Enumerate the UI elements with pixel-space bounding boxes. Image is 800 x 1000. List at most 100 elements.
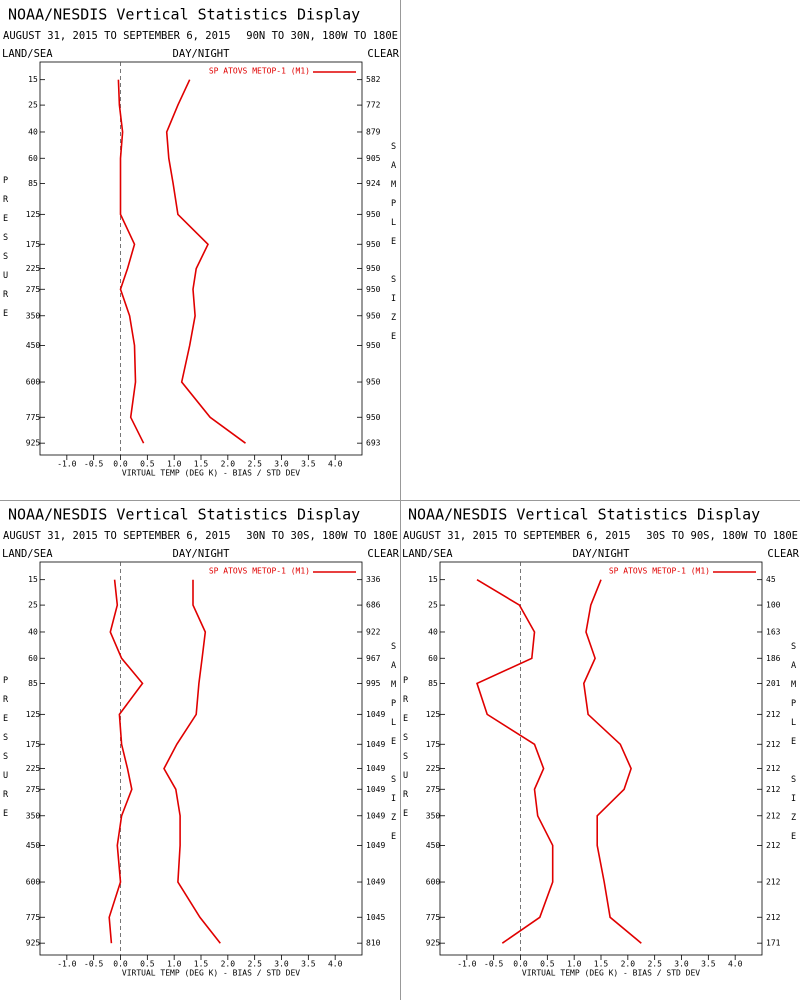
y-tick-label: 15	[428, 575, 438, 584]
legend-label: SP ATOVS METOP-1 (M1)	[609, 567, 710, 576]
y-tick-label: 60	[28, 654, 38, 663]
x-tick-label: 0.0	[513, 960, 528, 969]
x-tick-label: 2.0	[221, 460, 236, 469]
land-sea-label: LAND/SEA	[402, 548, 453, 560]
y-tick-label: 85	[428, 679, 438, 688]
sample-size-label: 212	[766, 811, 781, 820]
y-axis-label: PRESSURE	[401, 676, 411, 828]
x-tick-label: -0.5	[84, 960, 103, 969]
y-tick-label: 350	[26, 811, 41, 820]
sample-size-label: 950	[366, 285, 381, 294]
x-tick-label: 2.5	[247, 460, 262, 469]
y-tick-label: 775	[26, 413, 41, 422]
x-tick-label: 2.0	[221, 960, 236, 969]
y-tick-label: 85	[28, 679, 38, 688]
legend-label: SP ATOVS METOP-1 (M1)	[209, 567, 310, 576]
y-tick-label: 225	[426, 764, 441, 773]
y-tick-label: 40	[28, 127, 38, 136]
x-tick-label: 1.5	[194, 960, 209, 969]
panel: NOAA/NESDIS Vertical Statistics Display A…	[1, 6, 400, 478]
x-tick-label: 0.5	[140, 960, 155, 969]
sample-size-label: 950	[366, 311, 381, 320]
sample-size-label: 212	[766, 878, 781, 887]
y-tick-label: 125	[26, 210, 41, 219]
x-tick-label: 1.0	[567, 960, 582, 969]
legend-label: SP ATOVS METOP-1 (M1)	[209, 67, 310, 76]
x-tick-label: 3.5	[301, 460, 316, 469]
sample-size-label: 212	[766, 710, 781, 719]
y-tick-label: 775	[26, 913, 41, 922]
x-tick-label: 2.0	[621, 960, 636, 969]
y-tick-label: 925	[426, 939, 441, 948]
sample-size-label: 950	[366, 341, 381, 350]
y-tick-label: 450	[26, 841, 41, 850]
sample-size-label: 171	[766, 939, 781, 948]
y-tick-label: 125	[426, 710, 441, 719]
sample-size-label: 772	[366, 101, 381, 110]
sample-size-label: 686	[366, 601, 381, 610]
x-tick-label: 3.0	[274, 460, 289, 469]
land-sea-label: LAND/SEA	[2, 548, 53, 560]
chart-title: NOAA/NESDIS Vertical Statistics Display	[8, 506, 360, 524]
y-tick-label: 450	[26, 341, 41, 350]
y-tick-label: 600	[426, 878, 441, 887]
sample-size-label: 336	[366, 575, 381, 584]
y-axis-label: PRESSURE	[1, 676, 11, 828]
sample-size-label: 950	[366, 264, 381, 273]
sample-size-label: 1049	[366, 811, 385, 820]
sample-size-label: 810	[366, 939, 381, 948]
sample-size-label: 1049	[366, 841, 385, 850]
sample-size-label: 924	[366, 179, 381, 188]
x-tick-label: 4.0	[328, 460, 343, 469]
x-tick-label: 1.0	[167, 960, 182, 969]
y-tick-label: 175	[26, 740, 41, 749]
x-tick-label: -0.5	[484, 960, 503, 969]
y-tick-label: 15	[28, 575, 38, 584]
y-tick-label: 450	[426, 841, 441, 850]
sample-size-label: 212	[766, 841, 781, 850]
sample-size-label: 950	[366, 240, 381, 249]
date-range: AUGUST 31, 2015 TO SEPTEMBER 6, 2015	[403, 530, 631, 542]
bias-line	[108, 579, 144, 944]
land-sea-label: LAND/SEA	[2, 48, 53, 60]
sample-size-label: 1049	[366, 785, 385, 794]
y-tick-label: 350	[26, 311, 41, 320]
std-dev-line	[165, 79, 246, 444]
sample-size-label: 950	[366, 413, 381, 422]
y-tick-label: 925	[26, 439, 41, 448]
sample-size-label: 1049	[366, 740, 385, 749]
sample-size-label: 212	[766, 785, 781, 794]
std-dev-line	[163, 579, 221, 944]
sample-size-label: 1049	[366, 710, 385, 719]
x-tick-label: 0.0	[113, 460, 128, 469]
x-tick-label: 3.0	[674, 960, 689, 969]
y2-axis-label: SAMPLE SIZE	[389, 642, 399, 851]
x-tick-label: 1.5	[594, 960, 609, 969]
y-tick-label: 925	[26, 939, 41, 948]
x-tick-label: 1.0	[167, 460, 182, 469]
sample-size-label: 212	[766, 764, 781, 773]
y-tick-label: 15	[28, 75, 38, 84]
y2-axis-label: SAMPLE SIZE	[389, 142, 399, 351]
y-tick-label: 225	[26, 764, 41, 773]
sample-size-label: 186	[766, 654, 781, 663]
x-tick-label: 1.5	[194, 460, 209, 469]
x-tick-label: -1.0	[457, 960, 476, 969]
sample-size-label: 45	[766, 575, 776, 584]
y-tick-label: 175	[26, 240, 41, 249]
y-tick-label: 600	[26, 378, 41, 387]
x-tick-label: 0.5	[140, 460, 155, 469]
sample-size-label: 950	[366, 378, 381, 387]
x-tick-label: 3.0	[274, 960, 289, 969]
x-tick-label: 3.5	[301, 960, 316, 969]
day-night-label: DAY/NIGHT	[173, 48, 231, 60]
panel: NOAA/NESDIS Vertical Statistics Display A…	[401, 506, 800, 978]
y-tick-label: 225	[26, 264, 41, 273]
y-tick-label: 25	[28, 101, 38, 110]
region: 30N TO 30S, 180W TO 180E	[246, 530, 398, 542]
x-axis-label: VIRTUAL TEMP (DEG K) - BIAS / STD DEV	[522, 969, 700, 978]
bias-line	[476, 579, 554, 944]
y-tick-label: 60	[428, 654, 438, 663]
y-tick-label: 125	[26, 710, 41, 719]
y-axis-label: PRESSURE	[1, 176, 11, 328]
